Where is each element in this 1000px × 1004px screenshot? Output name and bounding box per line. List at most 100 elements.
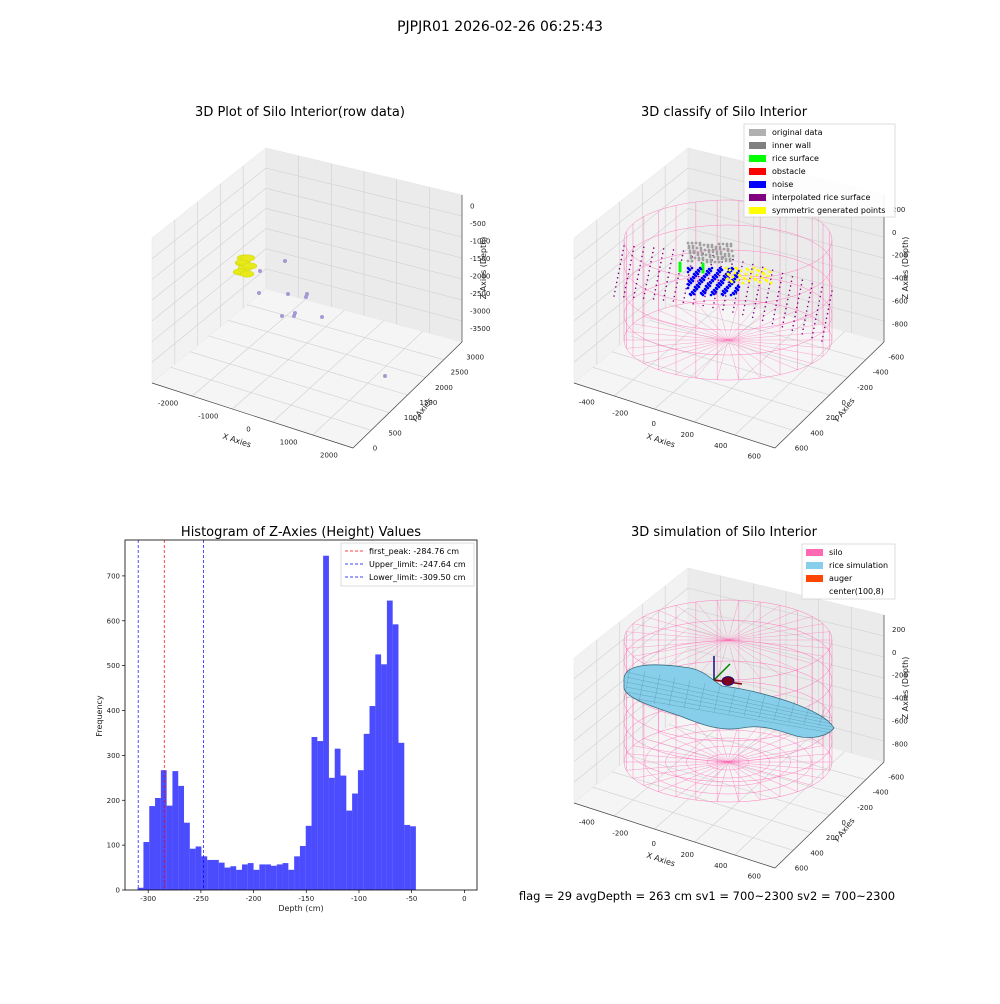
rice-mesh-line	[623, 667, 631, 701]
interpolated-point	[623, 295, 625, 298]
rice-surface-point	[678, 267, 682, 271]
interpolated-point	[638, 269, 641, 271]
symmetric-point	[745, 267, 749, 271]
histogram-bar	[259, 864, 266, 890]
grid-line	[668, 724, 866, 780]
interpolated-point	[776, 300, 778, 302]
z-tick-label: -1500	[470, 255, 490, 263]
inner-wall-point	[727, 254, 731, 258]
silo-top-spoke	[658, 610, 729, 641]
interpolated-point	[646, 279, 649, 281]
legend-label: rice simulation	[829, 561, 888, 570]
histogram-bar	[166, 805, 173, 890]
inner-wall-point	[720, 255, 724, 259]
symmetric-point	[769, 281, 773, 285]
interpolated-point	[820, 291, 822, 293]
interpolated-point	[800, 284, 803, 286]
symmetric-point	[752, 266, 756, 270]
interpolated-point	[633, 245, 635, 248]
interpolated-point	[688, 274, 690, 276]
rice-surface-point	[678, 261, 682, 265]
silo-top-spoke	[727, 601, 761, 641]
y-tick-label: 600	[795, 864, 808, 872]
grid-line	[687, 587, 885, 637]
interpolated-point	[703, 300, 705, 302]
grid-line	[246, 304, 444, 360]
interpolated-point	[652, 298, 655, 300]
z-tick-label: 200	[892, 626, 905, 634]
interpolated-point	[724, 295, 727, 297]
interpolated-point	[640, 260, 642, 262]
interpolated-point	[796, 302, 799, 304]
z-tick-label: -3500	[470, 325, 490, 333]
legend-swatch	[749, 129, 766, 136]
raw-cluster-point	[242, 262, 258, 270]
interpolated-point	[741, 265, 743, 268]
silo-spoke	[632, 745, 729, 763]
legend-label: rice surface	[772, 154, 819, 163]
interpolated-point	[633, 292, 636, 294]
legend-swatch	[806, 575, 823, 582]
interpolated-point	[723, 304, 725, 306]
noise-point	[733, 277, 737, 281]
noise-point	[715, 275, 719, 279]
interpolated-point	[819, 295, 822, 298]
inner-wall-point	[726, 247, 730, 251]
interpolated-point	[789, 285, 792, 287]
inner-wall-point	[691, 246, 695, 250]
interpolated-point	[669, 267, 671, 269]
silo-spoke	[658, 339, 729, 370]
histogram-bar	[288, 869, 295, 890]
symmetric-point	[753, 277, 757, 281]
inner-wall-point	[686, 259, 690, 263]
noise-point	[701, 293, 705, 297]
interpolated-point	[626, 277, 629, 280]
interpolated-point	[746, 291, 749, 293]
interpolated-point	[822, 335, 824, 338]
interpolated-point	[767, 292, 769, 294]
interpolated-point	[734, 297, 737, 300]
inner-wall-point	[723, 254, 727, 258]
symmetric-point	[768, 270, 772, 274]
rice-mesh-line	[803, 703, 811, 725]
silo-spoke	[626, 753, 729, 763]
interpolated-point	[790, 280, 793, 283]
y-tick-label: 2500	[451, 369, 469, 377]
y-tick-label: 400	[810, 849, 823, 857]
inner-wall-point	[690, 259, 694, 263]
grid-line	[573, 587, 689, 679]
figure-title: PJPJR01 2026-02-26 06:25:43	[397, 19, 603, 35]
histogram-bar	[294, 856, 300, 890]
histogram-bar	[299, 846, 306, 890]
symmetric-point	[728, 268, 732, 272]
histogram-legend: first_peak: -284.76 cm Upper_limit: -247.…	[340, 542, 475, 587]
histogram-bar	[357, 770, 364, 890]
y-tick-label: 200	[826, 834, 839, 842]
x-tick-label: -250	[193, 895, 209, 903]
interpolated-point	[633, 296, 635, 299]
inner-wall-point	[714, 245, 718, 249]
interpolated-point	[812, 332, 814, 334]
interpolated-point	[744, 300, 747, 302]
noise-point	[707, 271, 711, 275]
interpolated-point	[682, 250, 685, 252]
rice-mesh-line	[698, 682, 706, 711]
inner-wall-point	[697, 256, 701, 260]
interpolated-point	[629, 264, 632, 266]
inner-wall-point	[701, 256, 705, 260]
inner-wall-point	[696, 253, 700, 257]
interpolated-point	[660, 261, 662, 264]
interpolated-point	[808, 296, 811, 299]
interpolated-point	[766, 296, 768, 299]
inner-wall-point	[728, 259, 732, 263]
noise-point	[700, 280, 704, 284]
silo-top-spoke	[675, 605, 729, 641]
interpolated-point	[692, 303, 694, 305]
noise-point	[713, 277, 717, 281]
inner-wall-point	[692, 249, 696, 253]
inner-wall-point	[719, 250, 723, 254]
silo-spoke	[626, 339, 729, 349]
noise-point	[726, 286, 730, 290]
silo-top-spoke	[695, 601, 729, 641]
y-axis-line	[774, 341, 885, 449]
